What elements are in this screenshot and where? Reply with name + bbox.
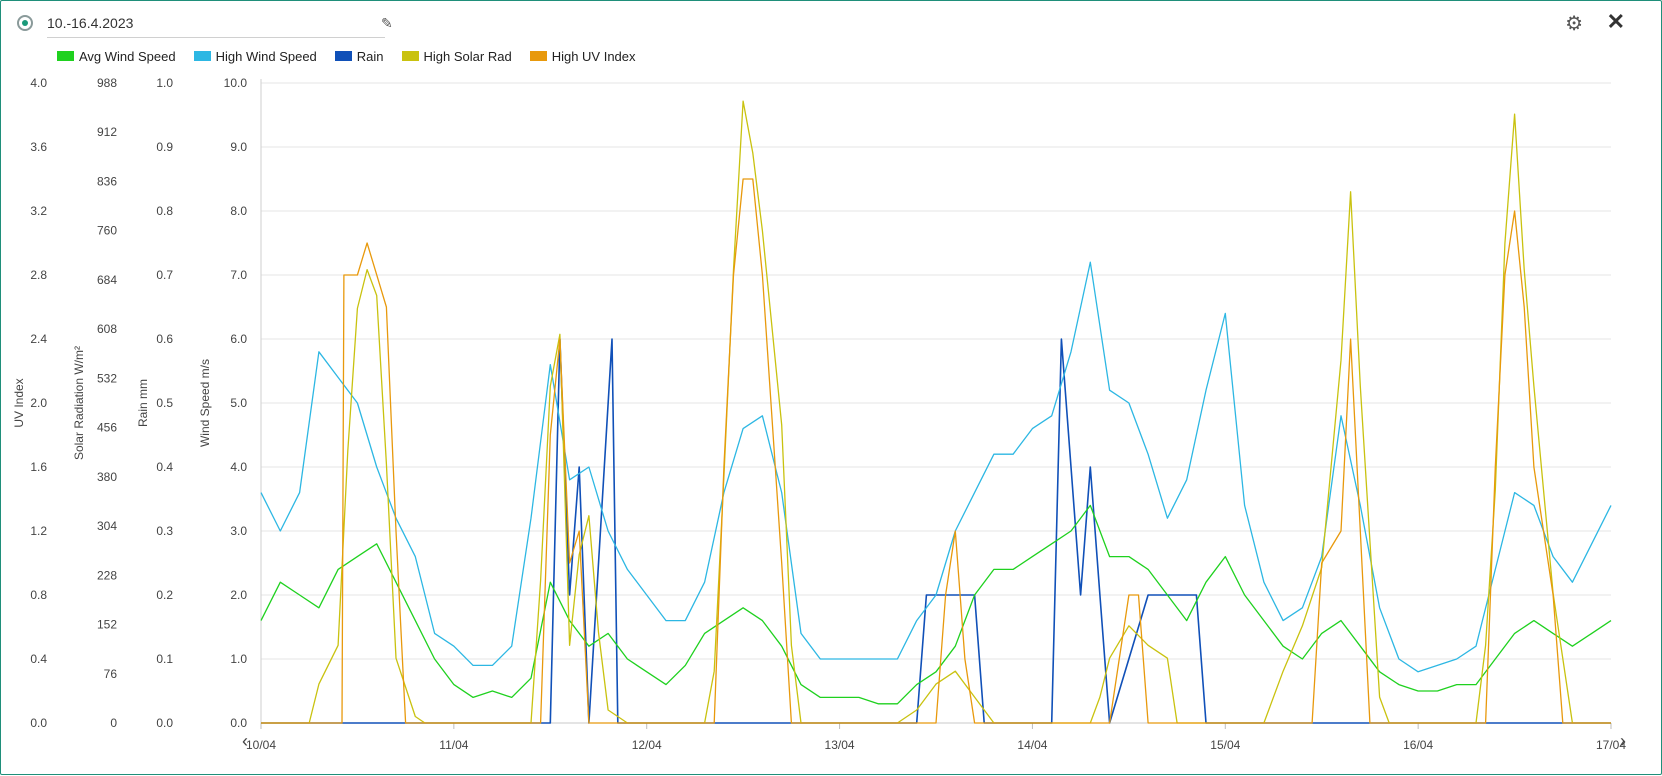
y-tick-label: 4.0 — [230, 460, 247, 474]
y-tick-label: 0 — [110, 716, 117, 730]
y-axis-title: Wind Speed m/s — [198, 359, 212, 447]
y-tick-label: 3.2 — [30, 204, 47, 218]
y-tick-label: 0.8 — [156, 204, 173, 218]
chevron-left-icon[interactable]: ‹ — [242, 731, 248, 751]
x-tick-label: 11/04 — [439, 738, 468, 752]
y-tick-label: 2.8 — [30, 268, 47, 282]
x-tick-label: 17/04 — [1596, 738, 1626, 752]
close-icon[interactable]: ✕ — [1606, 9, 1625, 34]
y-tick-label: 5.0 — [230, 396, 247, 410]
chart-title: 10.-16.4.2023 — [47, 15, 134, 31]
pencil-icon[interactable]: ✎ — [381, 15, 393, 31]
y-tick-label: 3.0 — [230, 524, 247, 538]
legend-swatch — [401, 51, 419, 61]
y-tick-label: 10.0 — [224, 76, 248, 90]
series-line-high-wind-speed — [260, 261, 1612, 673]
y-tick-label: 1.0 — [156, 76, 173, 90]
y-axis-title: UV Index — [12, 378, 26, 427]
y-tick-label: 76 — [104, 667, 118, 681]
y-tick-label: 7.0 — [230, 268, 247, 282]
legend: Avg Wind Speed High Wind Speed Rain High… — [57, 47, 636, 65]
y-tick-label: 3.6 — [30, 140, 47, 154]
y-axis-title: Solar Radiation W/m² — [72, 346, 86, 460]
y-tick-label: 4.0 — [30, 76, 47, 90]
y-tick-label: 0.8 — [30, 588, 47, 602]
y-tick-label: 8.0 — [230, 204, 247, 218]
y-tick-label: 9.0 — [230, 140, 247, 154]
legend-label: High Solar Rad — [423, 48, 512, 64]
radio-icon[interactable] — [17, 15, 33, 31]
y-tick-label: 304 — [97, 519, 117, 533]
x-tick-label: 14/04 — [1017, 738, 1047, 752]
legend-label: Rain — [356, 48, 384, 64]
legend-label: High UV Index — [551, 48, 636, 64]
y-tick-label: 2.4 — [30, 332, 47, 346]
toolbar: 10.-16.4.2023 ✎ ⚙ ✕ — [15, 9, 1635, 38]
y-tick-label: 0.1 — [156, 652, 173, 666]
legend-label: Avg Wind Speed — [79, 48, 176, 64]
y-tick-label: 6.0 — [230, 332, 247, 346]
series-line-high-uv-index — [261, 178, 1611, 724]
y-tick-label: 0.4 — [156, 460, 173, 474]
legend-item-high-wind[interactable]: High Wind Speed — [193, 47, 317, 65]
legend-swatch — [334, 51, 352, 61]
y-tick-label: 0.9 — [156, 140, 173, 154]
y-tick-label: 380 — [97, 470, 117, 484]
y-tick-label: 228 — [97, 568, 117, 582]
legend-item-rain[interactable]: Rain — [334, 47, 384, 65]
y-tick-label: 912 — [97, 125, 117, 139]
y-tick-label: 1.2 — [30, 524, 47, 538]
legend-swatch — [193, 51, 211, 61]
y-axis-title: Rain mm — [136, 379, 150, 427]
legend-swatch — [57, 51, 74, 61]
legend-swatch — [529, 51, 547, 61]
y-tick-label: 836 — [97, 174, 117, 188]
y-tick-label: 608 — [97, 322, 117, 336]
y-tick-label: 760 — [97, 224, 117, 238]
series-line-avg-wind-speed — [260, 504, 1612, 705]
y-tick-label: 2.0 — [230, 588, 247, 602]
y-tick-label: 2.0 — [30, 396, 47, 410]
legend-item-uv[interactable]: High UV Index — [529, 47, 636, 65]
y-tick-label: 0.2 — [156, 588, 173, 602]
series-line-high-solar-rad — [261, 100, 1611, 724]
y-tick-label: 0.0 — [156, 716, 173, 730]
y-tick-label: 532 — [97, 371, 117, 385]
y-tick-label: 152 — [97, 618, 117, 632]
y-tick-label: 1.6 — [30, 460, 47, 474]
chevron-right-icon[interactable]: › — [1620, 731, 1626, 751]
gear-icon[interactable]: ⚙ — [1565, 13, 1583, 35]
y-tick-label: 0.4 — [30, 652, 47, 666]
title-field[interactable]: 10.-16.4.2023 — [47, 11, 385, 38]
y-tick-label: 0.0 — [230, 716, 247, 730]
x-tick-label: 15/04 — [1210, 738, 1240, 752]
legend-item-solar[interactable]: High Solar Rad — [401, 47, 512, 65]
y-tick-label: 0.3 — [156, 524, 173, 538]
x-tick-label: 10/04 — [246, 738, 276, 752]
y-tick-label: 456 — [97, 421, 117, 435]
legend-label: High Wind Speed — [215, 48, 317, 64]
x-tick-label: 12/04 — [632, 738, 662, 752]
y-tick-label: 988 — [97, 76, 117, 90]
y-tick-label: 0.7 — [156, 268, 173, 282]
y-tick-label: 684 — [97, 273, 117, 287]
y-tick-label: 1.0 — [230, 652, 247, 666]
y-tick-label: 0.5 — [156, 396, 173, 410]
x-tick-label: 16/04 — [1403, 738, 1433, 752]
y-tick-label: 0.0 — [30, 716, 47, 730]
x-tick-label: 13/04 — [825, 738, 855, 752]
legend-item-avg-wind[interactable]: Avg Wind Speed — [57, 47, 176, 65]
y-tick-label: 0.6 — [156, 332, 173, 346]
